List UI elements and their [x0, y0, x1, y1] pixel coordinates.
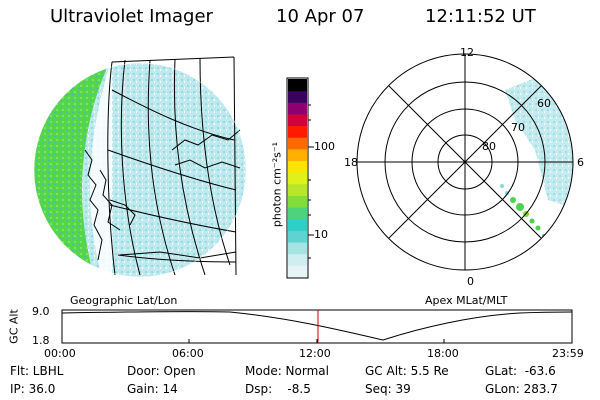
time-tick-1200: 12:00: [299, 347, 331, 360]
colorbar-band: [288, 242, 307, 255]
status-dsp: Dsp: -8.5: [245, 382, 311, 396]
colorbar-tick-100: 100: [314, 140, 335, 153]
time-tick-2359: 23:59: [552, 347, 584, 360]
colorbar-band: [288, 90, 307, 103]
colorbar-unit-label: photon cm⁻²s⁻¹: [270, 141, 284, 228]
mlt-label-6: 6: [577, 156, 584, 169]
altitude-ymax: 9.0: [32, 305, 50, 318]
altitude-ylabel: GC Alt: [7, 309, 21, 344]
colorbar-band: [288, 195, 307, 208]
altitude-plot: [61, 309, 573, 344]
status-glon: GLon: 283.7: [485, 382, 558, 396]
altitude-ymin: 1.8: [32, 334, 50, 347]
colorbar-band: [288, 207, 307, 220]
mlt-label-12: 12: [460, 46, 474, 59]
colorbar-band: [288, 183, 307, 196]
time-tick-0000: 00:00: [44, 347, 76, 360]
status-flt: Flt: LBHL: [10, 364, 64, 378]
colorbar-tick-10: 10: [314, 228, 328, 241]
colorbar: [286, 77, 314, 279]
status-ip: IP: 36.0: [10, 382, 56, 396]
colorbar-band: [288, 102, 307, 115]
colorbar-band: [288, 253, 307, 266]
left-panel-caption: Geographic Lat/Lon: [70, 294, 178, 307]
geographic-image: [34, 56, 246, 277]
lat-label-70: 70: [511, 121, 525, 134]
right-panel-caption: Apex MLat/MLT: [425, 294, 508, 307]
status-gain: Gain: 14: [127, 382, 178, 396]
lat-label-80: 80: [482, 140, 496, 153]
status-door: Door: Open: [127, 364, 196, 378]
colorbar-band: [288, 160, 307, 173]
date-label: 10 Apr 07: [276, 6, 365, 27]
time-label: 12:11:52 UT: [425, 6, 536, 27]
status-glat: GLat: -63.6: [485, 364, 556, 378]
polar-plot: [356, 53, 574, 271]
status-seq: Seq: 39: [365, 382, 411, 396]
colorbar-band: [288, 79, 307, 92]
lat-label-60: 60: [537, 97, 551, 110]
colorbar-band: [288, 230, 307, 243]
colorbar-band: [288, 137, 307, 150]
status-gc-alt: GC Alt: 5.5 Re: [365, 364, 449, 378]
colorbar-band: [288, 113, 307, 127]
colorbar-band: [288, 125, 307, 138]
time-tick-1800: 18:00: [427, 347, 459, 360]
status-mode: Mode: Normal: [245, 364, 329, 378]
colorbar-band: [288, 265, 307, 278]
colorbar-band: [288, 172, 307, 185]
imager-title: Ultraviolet Imager: [50, 6, 213, 27]
colorbar-band: [288, 218, 307, 231]
time-tick-0600: 06:00: [172, 347, 204, 360]
mlt-label-18: 18: [344, 156, 358, 169]
mlt-label-0: 0: [467, 275, 474, 288]
colorbar-band: [288, 148, 307, 162]
